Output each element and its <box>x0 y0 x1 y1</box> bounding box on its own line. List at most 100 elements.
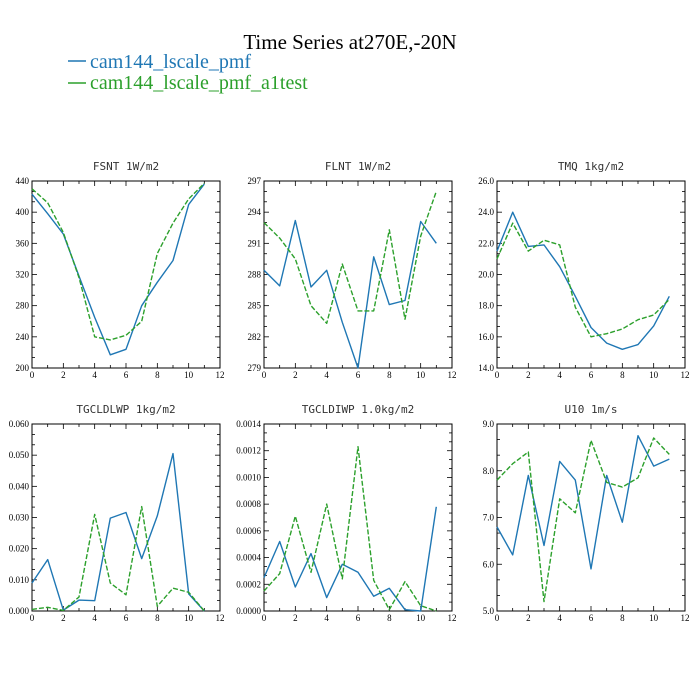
x-tick-label: 12 <box>681 370 690 380</box>
y-tick-label: 280 <box>16 301 30 311</box>
x-tick-label: 8 <box>620 613 625 623</box>
legend: cam144_lscale_pmf cam144_lscale_pmf_a1te… <box>68 51 308 94</box>
x-tick-label: 4 <box>324 613 329 623</box>
x-tick-label: 6 <box>589 613 594 623</box>
series-line-1 <box>31 452 205 612</box>
x-tick-label: 4 <box>557 613 562 623</box>
y-tick-label: 18.0 <box>478 301 494 311</box>
y-tick-label: 0.0004 <box>236 553 261 563</box>
x-tick-label: 2 <box>61 613 66 623</box>
x-tick-label: 10 <box>649 370 659 380</box>
y-tick-label: 0.0014 <box>236 419 261 429</box>
y-tick-label: 0.0000 <box>236 606 261 616</box>
x-tick-label: 4 <box>557 370 562 380</box>
legend-label-2: cam144_lscale_pmf_a1test <box>90 72 308 94</box>
plot-frame <box>496 180 686 369</box>
y-tick-label: 0.030 <box>9 513 30 523</box>
series-line-2 <box>263 446 437 612</box>
x-tick-label: 4 <box>324 370 329 380</box>
y-tick-label: 0.0006 <box>236 526 261 536</box>
y-tick-label: 24.0 <box>478 207 494 217</box>
x-tick-label: 12 <box>681 613 690 623</box>
y-tick-label: 26.0 <box>478 176 494 186</box>
y-tick-label: 0.060 <box>9 419 30 429</box>
x-tick-label: 10 <box>416 613 426 623</box>
x-tick-label: 12 <box>216 370 225 380</box>
y-tick-label: 6.0 <box>483 559 495 569</box>
series-line-2 <box>496 437 670 603</box>
x-tick-label: 4 <box>92 370 97 380</box>
y-tick-label: 279 <box>248 363 262 373</box>
x-tick-label: 8 <box>155 370 160 380</box>
figure-title: Time Series at270E,-20N <box>243 30 456 54</box>
series-line-1 <box>496 211 670 350</box>
y-tick-label: 282 <box>248 332 262 342</box>
x-tick-label: 8 <box>620 370 625 380</box>
y-tick-label: 297 <box>248 176 262 186</box>
x-tick-label: 6 <box>356 370 361 380</box>
series-line-1 <box>496 435 670 570</box>
panel-title: TGCLDLWP 1kg/m2 <box>76 403 175 416</box>
x-tick-label: 10 <box>416 370 426 380</box>
panel-title: FSNT 1W/m2 <box>93 160 159 173</box>
panel-title: TMQ 1kg/m2 <box>558 160 624 173</box>
y-tick-label: 9.0 <box>483 419 495 429</box>
y-tick-label: 400 <box>16 207 30 217</box>
y-tick-label: 0.010 <box>9 575 30 585</box>
x-tick-label: 6 <box>356 613 361 623</box>
panel-6: U10 1m/s 0 2 4 6 8 10 12 5.0 6.0 7.0 8.0 9.0 <box>483 403 690 623</box>
x-tick-label: 0 <box>495 370 500 380</box>
y-tick-label: 0.0010 <box>236 472 261 482</box>
panel-3: TMQ 1kg/m2 0 2 4 6 8 10 12 14.0 16.0 18.0 20.0 22.0 2… <box>478 160 689 380</box>
plot-frame <box>263 180 453 369</box>
y-tick-label: 200 <box>16 363 30 373</box>
y-tick-label: 0.0008 <box>236 499 261 509</box>
y-tick-label: 240 <box>16 332 30 342</box>
x-tick-label: 8 <box>387 370 392 380</box>
x-tick-label: 12 <box>216 613 225 623</box>
y-tick-label: 22.0 <box>478 238 494 248</box>
x-tick-label: 10 <box>649 613 659 623</box>
y-tick-label: 0.0012 <box>236 446 261 456</box>
panel-2: FLNT 1W/m2 0 2 4 6 8 10 12 279 282 285 288 291 294 297 <box>248 160 457 380</box>
x-tick-label: 0 <box>30 370 35 380</box>
x-tick-label: 0 <box>30 613 35 623</box>
x-tick-label: 2 <box>293 613 298 623</box>
y-tick-label: 285 <box>248 301 262 311</box>
series-line-1 <box>31 183 205 356</box>
y-tick-label: 0.040 <box>9 481 30 491</box>
x-tick-label: 0 <box>262 370 267 380</box>
x-tick-label: 2 <box>293 370 298 380</box>
series-line-1 <box>263 506 437 612</box>
x-tick-label: 6 <box>124 613 129 623</box>
panel-title: U10 1m/s <box>565 403 618 416</box>
x-tick-label: 8 <box>387 613 392 623</box>
x-tick-label: 2 <box>526 613 531 623</box>
x-tick-label: 8 <box>155 613 160 623</box>
x-tick-label: 10 <box>184 613 194 623</box>
panel-title: TGCLDIWP 1.0kg/m2 <box>302 403 415 416</box>
plot-frame <box>31 423 221 612</box>
x-tick-label: 10 <box>184 370 194 380</box>
y-tick-label: 16.0 <box>478 332 494 342</box>
y-tick-label: 8.0 <box>483 466 495 476</box>
plot-frame <box>496 423 686 612</box>
y-tick-label: 320 <box>16 270 30 280</box>
x-tick-label: 2 <box>61 370 66 380</box>
y-tick-label: 0.000 <box>9 606 30 616</box>
x-tick-label: 6 <box>124 370 129 380</box>
y-tick-label: 5.0 <box>483 606 495 616</box>
panel-1: FSNT 1W/m2 0 2 4 6 8 10 12 200 240 280 320 360 400 440 <box>16 160 225 380</box>
x-tick-label: 6 <box>589 370 594 380</box>
legend-label-1: cam144_lscale_pmf <box>90 51 251 73</box>
y-tick-label: 14.0 <box>478 363 494 373</box>
panel-4: TGCLDLWP 1kg/m2 0 2 4 6 8 10 12 0.000 0.010 0.020 0… <box>9 403 225 623</box>
panels: FSNT 1W/m20 2 4 6 8 10 12200240280320360400440… <box>9 160 690 623</box>
x-tick-label: 0 <box>495 613 500 623</box>
y-tick-label: 7.0 <box>483 513 495 523</box>
series-line-2 <box>31 505 205 612</box>
y-tick-label: 20.0 <box>478 270 494 280</box>
series-line-2 <box>31 182 205 341</box>
panel-5: TGCLDIWP 1.0kg/m2 0 2 4 6 8 10 12 0.0000 0.0002 0.… <box>236 403 456 623</box>
